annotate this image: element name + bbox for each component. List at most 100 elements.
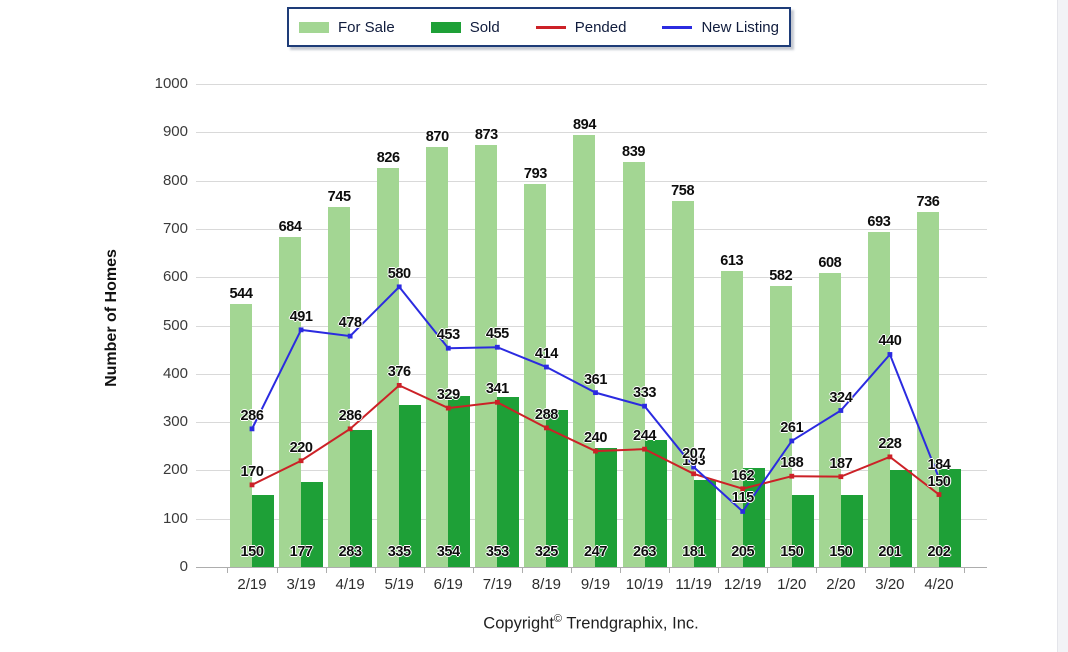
line-value-label: 162 — [731, 467, 755, 484]
chart-legend: For Sale Sold Pended New Listing — [287, 7, 791, 47]
bar-for-sale — [426, 146, 449, 567]
bar-value-label-for-sale: 894 — [572, 117, 596, 134]
bar-value-label-for-sale: 873 — [474, 127, 498, 144]
x-tick-label: 2/19 — [237, 576, 267, 593]
bar-sold — [840, 494, 863, 567]
line-point-marker — [445, 405, 451, 411]
line-point-marker — [544, 425, 549, 431]
line-value-label: 333 — [633, 385, 657, 402]
legend-swatch-icon — [299, 21, 329, 33]
y-tick-label: 100 — [162, 509, 188, 527]
y-tick-label: 700 — [162, 219, 188, 237]
bar-value-label-for-sale: 582 — [769, 267, 793, 284]
line-value-label: 188 — [780, 455, 804, 472]
bar-value-label-for-sale: 793 — [523, 165, 547, 182]
line-point-marker — [740, 486, 746, 492]
line-point-marker — [789, 438, 795, 444]
line-point-marker — [396, 382, 402, 388]
legend-line-icon — [662, 25, 693, 29]
bar-value-label-for-sale: 745 — [327, 189, 351, 206]
bar-value-label-sold: 201 — [878, 544, 902, 560]
legend-item-sold: Sold — [430, 18, 500, 36]
line-point-marker — [249, 426, 255, 432]
legend-label: New Listing — [701, 18, 779, 36]
legend-label: Sold — [469, 18, 500, 36]
copyright-prefix: Copyright — [483, 614, 554, 633]
legend-label: Pended — [574, 18, 627, 36]
line-point-marker — [740, 509, 746, 514]
line-value-label: 220 — [289, 439, 313, 456]
line-value-label: 491 — [289, 308, 313, 325]
bar-for-sale — [720, 270, 743, 567]
line-value-label: 207 — [682, 446, 706, 463]
line-value-label: 261 — [780, 419, 804, 436]
x-axis-tick — [227, 568, 229, 573]
legend-swatch-icon — [430, 21, 461, 33]
gridline — [196, 132, 987, 134]
bar-value-label-sold: 150 — [240, 544, 264, 560]
bar-value-label-for-sale: 870 — [425, 128, 449, 145]
legend-label: For Sale — [338, 18, 395, 36]
line-point-marker — [642, 403, 647, 409]
y-tick-label: 400 — [162, 364, 188, 382]
line-point-marker — [593, 390, 598, 396]
line-value-label: 440 — [878, 333, 902, 350]
bar-for-sale — [475, 145, 498, 567]
bar-for-sale — [916, 211, 939, 567]
x-axis-tick — [374, 568, 376, 573]
x-tick-label: 3/19 — [286, 576, 316, 593]
x-tick-label: 4/20 — [924, 576, 954, 593]
line-value-label: 286 — [338, 407, 362, 424]
bar-value-label-for-sale: 608 — [818, 255, 842, 272]
bar-sold — [497, 396, 520, 567]
legend-line-icon — [535, 25, 566, 29]
line-point-marker — [298, 458, 304, 464]
line-value-label: 376 — [387, 364, 411, 381]
x-axis-tick — [767, 568, 769, 573]
line-value-label: 453 — [436, 327, 460, 344]
bar-value-label-sold: 283 — [338, 544, 362, 560]
bar-value-label-sold: 263 — [633, 544, 657, 560]
bar-value-label-sold: 353 — [485, 544, 509, 560]
bar-for-sale — [671, 200, 694, 567]
bar-sold — [889, 469, 912, 567]
x-tick-label: 5/19 — [384, 576, 414, 593]
x-axis-tick — [865, 568, 867, 573]
line-value-label: 228 — [878, 435, 902, 452]
line-value-label: 170 — [240, 463, 264, 480]
bar-for-sale — [279, 236, 302, 567]
bar-sold — [546, 410, 569, 567]
line-point-marker — [887, 454, 893, 460]
line-point-marker — [936, 492, 942, 497]
y-tick-label: 900 — [162, 123, 188, 141]
plot-area — [196, 84, 987, 568]
x-tick-label: 7/19 — [482, 576, 512, 593]
x-axis-tick — [718, 568, 720, 573]
line-value-label: 288 — [534, 406, 558, 423]
x-tick-label: 10/19 — [625, 576, 664, 593]
x-axis-tick — [423, 568, 425, 573]
line-point-marker — [691, 464, 697, 470]
bar-value-label-sold: 150 — [829, 544, 853, 560]
line-point-marker — [298, 327, 304, 333]
line-point-marker — [838, 408, 844, 413]
x-axis-tick — [914, 568, 916, 573]
line-value-label: 193 — [682, 452, 706, 469]
bar-value-label-sold: 205 — [731, 544, 755, 560]
line-value-label: 184 — [927, 457, 951, 474]
bar-sold — [742, 468, 765, 567]
bar-value-label-sold: 177 — [289, 544, 313, 560]
bar-sold — [938, 469, 961, 567]
line-point-marker — [445, 345, 451, 351]
bar-for-sale — [328, 207, 351, 567]
line-point-marker — [887, 352, 893, 357]
legend-item-pended: Pended — [535, 18, 627, 36]
bar-value-label-for-sale: 736 — [916, 193, 940, 210]
line-value-label: 240 — [583, 430, 607, 447]
line-point-marker — [593, 448, 598, 454]
bar-for-sale — [622, 161, 645, 567]
line-value-label: 455 — [485, 326, 509, 343]
x-tick-label: 9/19 — [580, 576, 611, 593]
copyright-symbol-icon: © — [553, 613, 563, 625]
